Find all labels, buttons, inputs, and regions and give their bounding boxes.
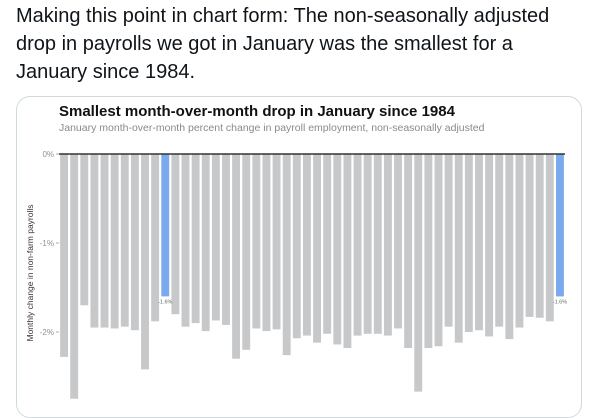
bar <box>414 154 423 392</box>
bar <box>262 154 271 332</box>
bar <box>100 154 109 328</box>
bar <box>70 154 79 399</box>
bar <box>171 154 180 315</box>
bar <box>495 154 504 327</box>
bar <box>313 154 321 343</box>
bar <box>80 154 89 306</box>
bar <box>525 154 534 317</box>
bar <box>353 154 362 336</box>
bar <box>464 154 473 332</box>
bar <box>343 154 352 349</box>
bar <box>252 154 261 329</box>
bar <box>242 154 251 350</box>
data-label: -1.6% <box>158 299 172 305</box>
bar <box>151 154 160 322</box>
bar <box>454 154 463 343</box>
bar <box>282 154 291 356</box>
bar <box>383 154 392 336</box>
bar <box>485 154 494 337</box>
bar <box>60 154 68 357</box>
bar <box>222 154 230 325</box>
bar <box>90 154 99 328</box>
chart-subtitle: January month-over-month percent change … <box>59 122 485 134</box>
chart-title: Smallest month-over-month drop in Januar… <box>59 103 455 120</box>
tweet-text: Making this point in chart form: The non… <box>16 5 550 83</box>
bar <box>363 154 372 334</box>
bar-chart: Monthly change in non-farm payrolls 0% -1… <box>25 150 567 399</box>
bar <box>333 154 342 345</box>
bar <box>181 154 190 327</box>
bar <box>191 154 200 324</box>
bar <box>535 154 544 318</box>
bar <box>292 154 301 339</box>
bar <box>434 154 443 347</box>
chart-card[interactable]: Smallest month-over-month drop in Januar… <box>16 96 582 418</box>
bar <box>444 154 453 327</box>
bar <box>394 154 402 329</box>
y-tick-label: -2% <box>40 328 54 337</box>
bar <box>515 154 524 328</box>
bar <box>505 154 514 340</box>
bar <box>545 154 554 322</box>
bar <box>130 154 139 331</box>
bar <box>404 154 413 349</box>
bar <box>211 154 220 321</box>
bar <box>141 154 149 370</box>
y-tick-label: 0% <box>42 150 54 159</box>
bar <box>323 154 332 334</box>
y-axis-label: Monthly change in non-farm payrolls <box>25 204 35 341</box>
data-label: -1.6% <box>553 299 567 305</box>
bar <box>201 154 210 332</box>
bar <box>475 154 483 331</box>
bar <box>272 154 281 330</box>
bar <box>424 154 433 349</box>
bar <box>161 154 170 297</box>
y-tick-label: -1% <box>40 239 54 248</box>
bar <box>110 154 119 329</box>
bar <box>373 154 382 334</box>
bar <box>555 154 564 297</box>
bar <box>120 154 129 327</box>
bar <box>232 154 241 359</box>
bar <box>302 154 311 336</box>
